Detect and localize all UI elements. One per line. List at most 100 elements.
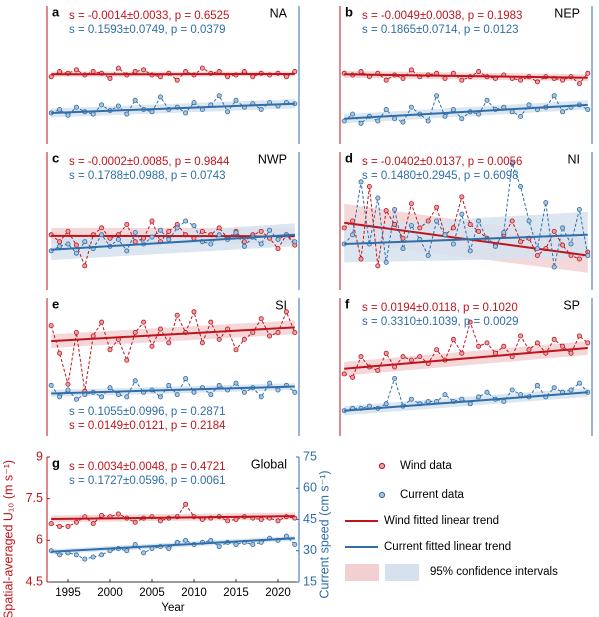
data-line — [50, 310, 296, 392]
data-point — [233, 380, 239, 386]
x-tick-label: 2010 — [181, 587, 207, 599]
data-point — [560, 109, 566, 115]
data-point — [275, 387, 281, 393]
data-point — [292, 69, 298, 75]
data-point — [90, 521, 96, 527]
data-point — [459, 211, 465, 217]
y2-tick-label: 30 — [303, 543, 317, 557]
region-label: Global — [251, 457, 287, 471]
data-point — [551, 385, 557, 391]
data-point — [241, 389, 247, 395]
data-point — [199, 228, 205, 234]
data-point — [509, 160, 515, 166]
data-point — [157, 394, 163, 400]
data-point — [48, 382, 54, 388]
data-point — [492, 243, 498, 249]
data-point — [417, 225, 423, 231]
data-point — [132, 239, 138, 245]
y2-tick-label: 15 — [303, 574, 317, 588]
panel-label: e — [52, 296, 59, 311]
data-point — [149, 343, 155, 349]
data-point — [400, 235, 406, 241]
data-point — [518, 392, 524, 398]
data-point — [57, 69, 63, 75]
data-point — [392, 375, 398, 381]
data-point — [459, 396, 465, 402]
data-point — [383, 401, 389, 407]
trend-line — [51, 326, 295, 343]
panel-label: c — [52, 150, 59, 165]
data-point — [576, 256, 582, 262]
data-point — [157, 518, 163, 524]
x-tick-label: 2015 — [223, 587, 249, 599]
data-line — [50, 220, 296, 254]
data-point — [216, 225, 222, 231]
data-point — [350, 232, 356, 238]
data-point — [292, 239, 298, 245]
data-point — [124, 394, 130, 400]
data-point — [57, 239, 63, 245]
data-point — [107, 385, 113, 391]
data-point — [149, 218, 155, 224]
trend-line — [51, 385, 295, 395]
data-point — [124, 548, 130, 554]
data-point — [174, 225, 180, 231]
data-point — [585, 70, 591, 76]
region-label: NI — [568, 152, 581, 166]
data-point — [48, 74, 54, 80]
y-tick-label: 7.5 — [26, 491, 43, 505]
data-point — [383, 208, 389, 214]
data-point — [115, 392, 121, 398]
data-point — [57, 394, 63, 400]
data-line — [343, 186, 589, 266]
data-point — [216, 232, 222, 238]
x-tick-label: 2020 — [265, 587, 291, 599]
data-point — [241, 336, 247, 342]
data-point — [476, 69, 482, 75]
data-point — [233, 229, 239, 235]
data-point — [65, 381, 71, 387]
region-label: NWP — [258, 152, 287, 166]
data-point — [518, 333, 524, 339]
data-point — [241, 239, 247, 245]
data-point — [400, 354, 406, 360]
data-point — [560, 225, 566, 231]
legend-label: Current data — [400, 489, 465, 501]
data-point — [124, 111, 130, 117]
data-point — [141, 319, 147, 325]
data-point — [82, 239, 88, 245]
data-point — [216, 336, 222, 342]
region-label: SI — [275, 298, 287, 312]
data-point — [57, 350, 63, 356]
data-point — [258, 517, 264, 523]
trend-line — [344, 391, 588, 412]
data-point — [115, 236, 121, 242]
data-point — [442, 75, 448, 81]
data-point — [241, 69, 247, 75]
data-point — [166, 340, 172, 346]
data-point — [408, 223, 414, 229]
data-point — [73, 552, 79, 558]
data-point — [408, 67, 414, 73]
stats-annotation: s = 0.0149±0.0121, p = 0.2184 — [69, 420, 226, 432]
x-tick-label: 1995 — [55, 587, 81, 599]
data-point — [48, 323, 54, 329]
data-point — [543, 200, 549, 206]
data-point — [417, 354, 423, 360]
data-point — [157, 326, 163, 332]
data-point — [292, 542, 298, 548]
data-point — [383, 350, 389, 356]
data-point — [90, 333, 96, 339]
data-point — [560, 242, 566, 248]
data-point — [115, 65, 121, 71]
data-point — [534, 382, 540, 388]
data-point — [124, 248, 130, 254]
stats-annotation: s = 0.0194±0.0118, p = 0.1020 — [362, 302, 518, 314]
data-point — [459, 77, 465, 83]
data-point — [450, 107, 456, 113]
data-point — [208, 392, 214, 398]
data-point — [484, 340, 490, 346]
data-point — [425, 118, 431, 124]
stats-annotation: s = 0.0034±0.0048, p = 0.4721 — [69, 461, 226, 473]
legend-label: Current fitted linear trend — [384, 541, 511, 553]
